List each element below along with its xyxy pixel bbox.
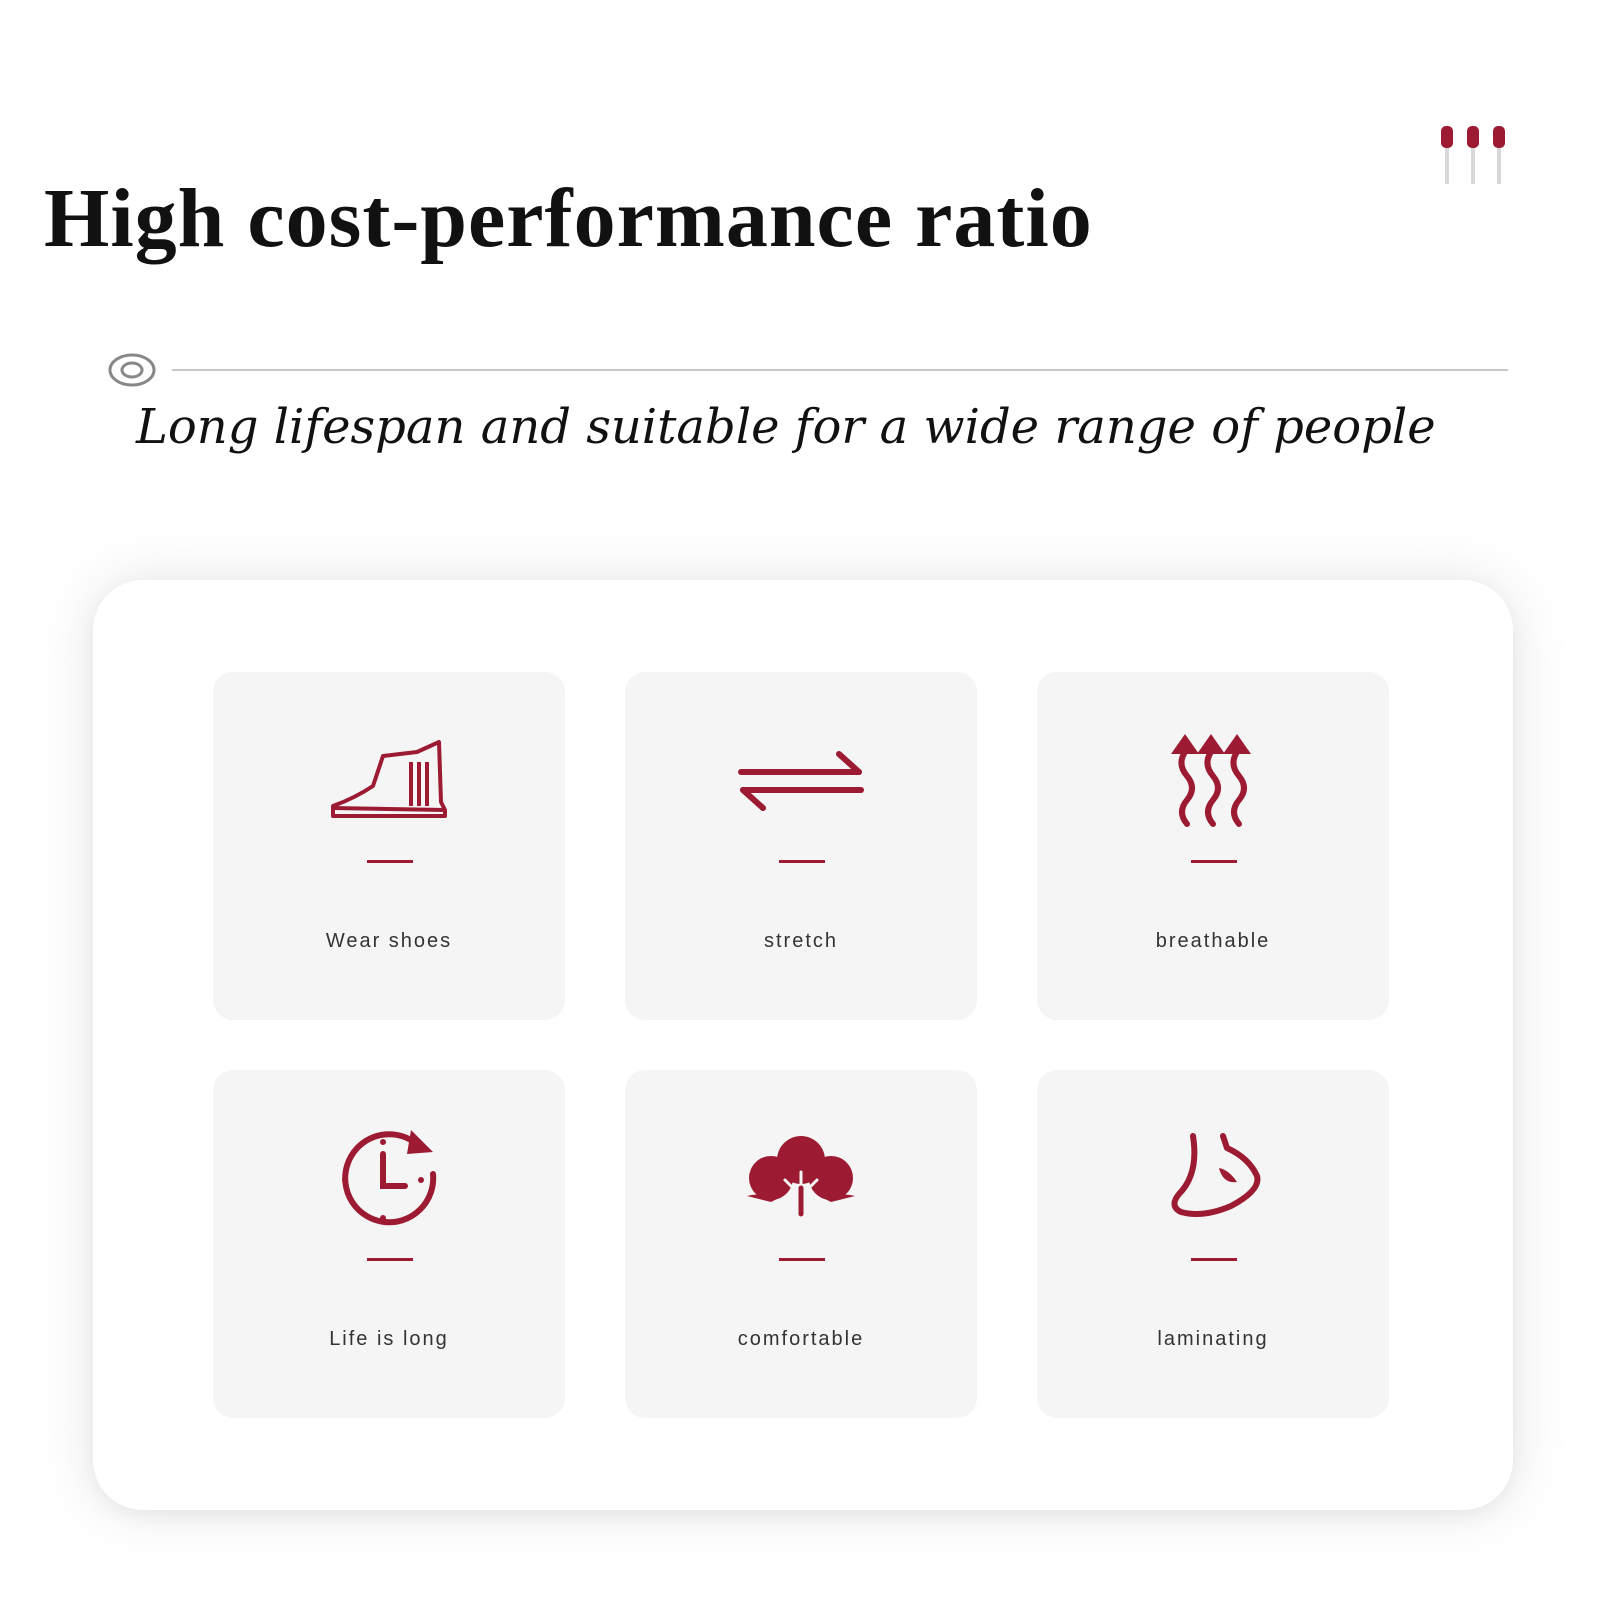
- feature-divider: [367, 1258, 413, 1261]
- cotton-icon: [747, 1136, 855, 1217]
- page-title: High cost-performance ratio: [44, 172, 1093, 265]
- section-subtitle: Long lifespan and suitable for a wide ra…: [136, 399, 1436, 455]
- feature-divider: [1191, 860, 1237, 863]
- clock-icon: [342, 1130, 437, 1226]
- feature-label: comfortable: [737, 1328, 865, 1350]
- three-pins-icon: [1440, 126, 1510, 184]
- features-panel: Wear shoes stretch: [93, 580, 1513, 1510]
- feature-grid: Wear shoes stretch: [213, 672, 1389, 1418]
- feature-label: laminating: [1157, 1328, 1269, 1350]
- feature-label: breathable: [1155, 930, 1271, 952]
- feature-label: stretch: [763, 930, 839, 952]
- feature-label: Wear shoes: [325, 930, 453, 952]
- feature-label: Life is long: [329, 1328, 449, 1350]
- feature-card-comfortable: comfortable: [625, 1070, 977, 1418]
- feature-card-stretch: stretch: [625, 672, 977, 1020]
- target-circle-icon: [108, 353, 156, 387]
- heat-waves-up-icon: [1171, 734, 1251, 827]
- divider-line: [172, 369, 1508, 371]
- boot-icon: [331, 740, 447, 818]
- feature-divider: [1191, 1258, 1237, 1261]
- two-way-arrows-icon: [738, 751, 864, 811]
- feature-card-laminating: laminating: [1037, 1070, 1389, 1418]
- feature-divider: [779, 860, 825, 863]
- feature-divider: [779, 1258, 825, 1261]
- foot-icon: [1171, 1133, 1261, 1217]
- feature-card-life-is-long: Life is long: [213, 1070, 565, 1418]
- section-divider: [108, 352, 1508, 388]
- feature-card-wear-shoes: Wear shoes: [213, 672, 565, 1020]
- feature-card-breathable: breathable: [1037, 672, 1389, 1020]
- feature-divider: [367, 860, 413, 863]
